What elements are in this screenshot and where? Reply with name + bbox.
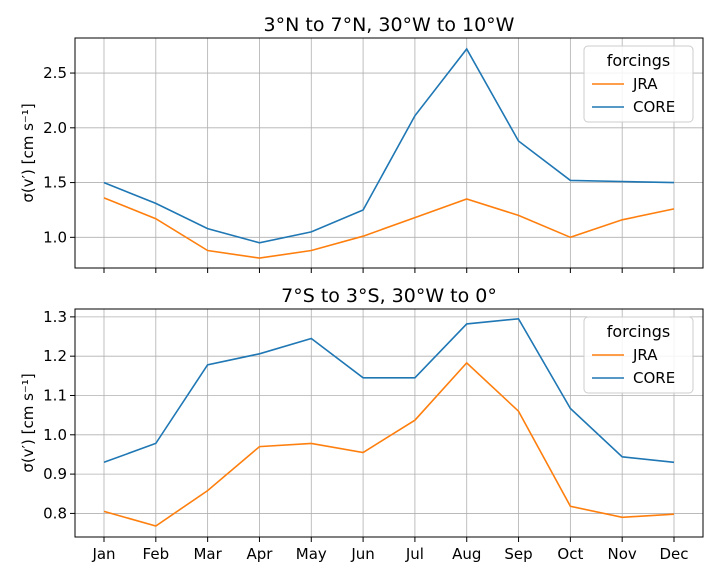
plot-frame [74, 37, 704, 269]
subplot-2: Jan Feb Mar Apr May Jun Jul Aug Sep Oct Nov Dec 0.8 0… [19, 285, 704, 563]
x-tick-label: Feb [143, 545, 170, 563]
y-axis-label: σ(v′) [cm s⁻¹] [19, 373, 37, 472]
x-tick-label: Aug [452, 545, 481, 563]
legend-label-core: CORE [633, 369, 675, 387]
series-line-core [103, 47, 675, 244]
legend-label-jra: JRA [632, 75, 658, 93]
x-tick-label: Sep [504, 545, 532, 563]
y-tick-label: 1.2 [43, 347, 67, 365]
chart-title: 3°N to 7°N, 30°W to 10°W [264, 14, 515, 36]
plot-frame [74, 308, 704, 538]
y-tick-label: 2.0 [43, 119, 67, 137]
series-line-jra [103, 361, 675, 527]
legend-title: forcings [607, 322, 671, 341]
y-tick-label: 0.8 [43, 504, 67, 522]
x-tick-label: Nov [608, 545, 637, 563]
legend-label-core: CORE [633, 98, 675, 116]
y-tick-label: 1.3 [43, 308, 67, 326]
x-tick-label: Jun [350, 545, 374, 563]
legend: forcings JRA CORE [583, 45, 694, 123]
x-tick-label: Jan [91, 545, 115, 563]
legend-box [583, 45, 694, 123]
legend-title: forcings [607, 51, 671, 70]
series-line-jra [103, 197, 675, 259]
y-axis-label: σ(v′) [cm s⁻¹] [19, 103, 37, 202]
x-tick-label: May [296, 545, 327, 563]
y-tick-label: 1.1 [43, 386, 67, 404]
x-tick-label: Apr [246, 545, 273, 563]
x-tick-label: Mar [193, 545, 222, 563]
y-tick-label: 1.0 [43, 426, 67, 444]
legend-label-jra: JRA [632, 346, 658, 364]
y-tick-label: 1.5 [43, 174, 67, 192]
y-tick-label: 2.5 [43, 64, 67, 82]
x-tick-label: Jul [405, 545, 424, 563]
y-tick-label: 0.9 [43, 465, 67, 483]
series-line-core [103, 317, 675, 464]
x-tick-label: Dec [659, 545, 688, 563]
y-tick-label: 1.0 [43, 228, 67, 246]
legend: forcings JRA CORE [583, 316, 694, 394]
legend-box [583, 316, 694, 394]
chart-title: 7°S to 3°S, 30°W to 0° [281, 285, 497, 307]
subplot-1: 1.0 1.5 2.0 2.5 3°N to 7°N, 30°W to 10°W σ(v′… [19, 14, 704, 273]
x-tick-label: Oct [557, 545, 583, 563]
